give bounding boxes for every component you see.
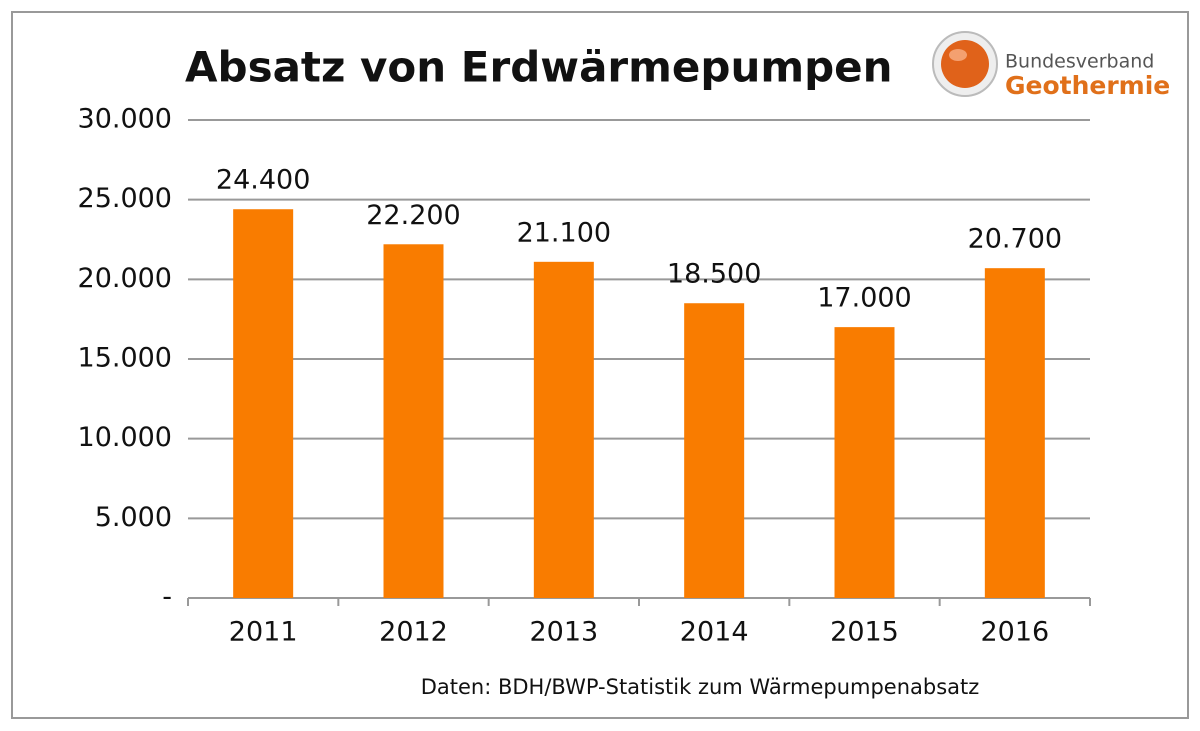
- y-tick-label: 10.000: [78, 422, 172, 453]
- bar: [383, 244, 444, 598]
- value-label: 18.500: [667, 259, 761, 290]
- y-tick-label: 30.000: [78, 104, 172, 135]
- value-label: 17.000: [817, 283, 911, 314]
- bar: [984, 268, 1045, 598]
- logo-highlight: [949, 49, 967, 61]
- x-tick-label: 2013: [529, 617, 598, 648]
- chart-title: Absatz von Erdwärmepumpen: [185, 43, 893, 92]
- value-label: 22.200: [366, 200, 460, 231]
- bar: [684, 303, 745, 598]
- y-tick-label: 25.000: [78, 183, 172, 214]
- y-tick-label: 15.000: [78, 343, 172, 374]
- value-label: 24.400: [216, 165, 310, 196]
- bar: [533, 261, 594, 598]
- y-tick-label: 20.000: [78, 263, 172, 294]
- source-note: Daten: BDH/BWP-Statistik zum Wärmepumpen…: [421, 675, 980, 699]
- x-tick-label: 2016: [980, 617, 1049, 648]
- y-tick-label: 5.000: [95, 502, 172, 533]
- logo: Bundesverband Geothermie: [932, 31, 1170, 100]
- logo-bottom: Geothermie: [1005, 71, 1170, 100]
- y-tick-label: -: [162, 582, 172, 613]
- bar: [834, 327, 895, 598]
- x-tick-label: 2015: [830, 617, 899, 648]
- value-label: 21.100: [517, 217, 611, 248]
- value-label: 20.700: [968, 224, 1062, 255]
- x-tick-label: 2012: [379, 617, 448, 648]
- x-tick-label: 2011: [229, 617, 298, 648]
- x-tick-label: 2014: [680, 617, 749, 648]
- logo-top: Bundesverband: [1005, 51, 1154, 73]
- bar: [233, 209, 294, 598]
- logo-globe: [941, 40, 989, 88]
